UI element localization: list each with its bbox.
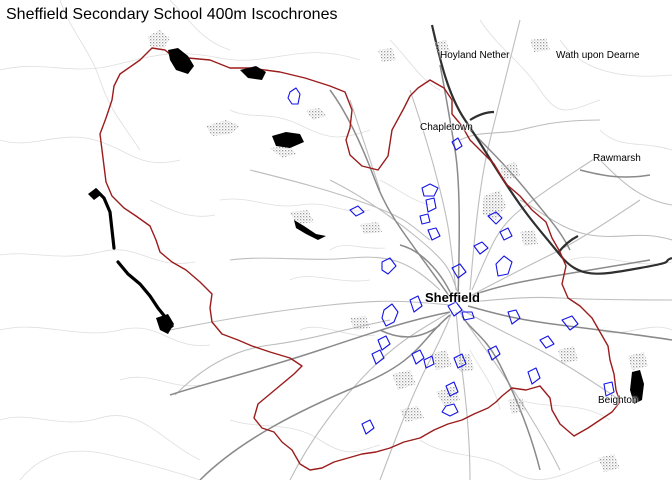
place-label-hoyland-nether: Hoyland Nether (440, 50, 510, 61)
isochrone-polygon (427, 227, 441, 241)
isochrone-polygon (487, 211, 503, 225)
isochrone-polygon (507, 309, 521, 325)
isochrone-polygon (499, 227, 513, 241)
isochrone-polygon (451, 263, 467, 279)
isochrone-polygon (411, 349, 425, 365)
isochrone-polygon (377, 335, 391, 351)
city-boundary-line (99, 47, 621, 471)
isochrone-polygon (287, 87, 301, 105)
isochrone-polygon (371, 349, 385, 365)
isochrone-polygon (425, 197, 437, 213)
isochrone-polygon (453, 353, 467, 369)
place-label-rawmarsh: Rawmarsh (593, 153, 641, 164)
isochrone-polygon (349, 205, 365, 217)
isochrone-polygon (495, 255, 513, 277)
isochrones-layer (287, 87, 615, 435)
isochrone-polygon (487, 345, 501, 361)
isochrone-polygon (381, 303, 399, 327)
place-label-chapeltown: Chapletown (420, 122, 473, 133)
isochrone-polygon (527, 367, 541, 385)
woodland-layer (148, 30, 648, 472)
isochrone-polygon (423, 355, 435, 369)
place-label-wath-upon-dearne: Wath upon Dearne (556, 50, 640, 61)
place-label-sheffield: Sheffield (425, 290, 480, 305)
water-layer (88, 48, 644, 404)
secondary-roads-layer (169, 19, 672, 480)
isochrone-polygon (361, 419, 375, 435)
isochrone-polygon (445, 381, 459, 397)
isochrone-polygon (381, 257, 397, 275)
isochrone-polygon (461, 311, 475, 321)
isochrone-polygon (419, 213, 431, 225)
isochrone-polygon (539, 335, 555, 349)
isochrone-polygon (473, 241, 489, 255)
isochrone-polygon (409, 295, 423, 313)
major-roads-layer (169, 64, 672, 480)
isochrone-polygon (603, 381, 615, 397)
isochrone-polygon (441, 403, 459, 417)
isochrone-polygon (421, 183, 439, 197)
isochrone-polygon (451, 137, 463, 151)
place-label-beighton: Beighton (598, 395, 638, 406)
isochrone-polygon (561, 315, 579, 331)
isochrone-polygon (447, 301, 463, 317)
map-title: Sheffield Secondary School 400m Iscochro… (6, 6, 338, 23)
